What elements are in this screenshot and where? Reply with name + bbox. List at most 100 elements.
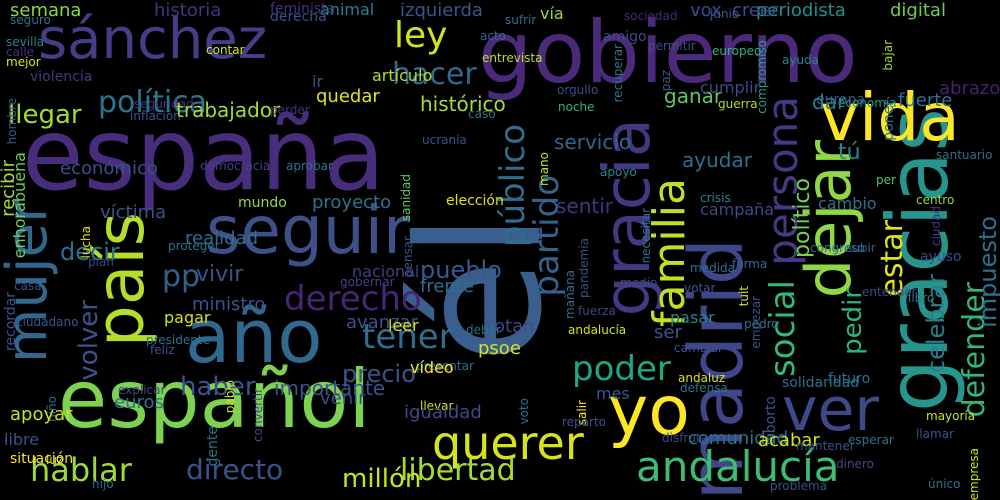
word-ir: ir xyxy=(312,72,324,91)
word-ano: año xyxy=(185,294,323,380)
word-abrazo: abrazo xyxy=(939,78,1000,99)
word-precio: precio xyxy=(342,360,416,388)
word-publico: público xyxy=(493,124,533,248)
word-situacion: situación xyxy=(10,451,74,467)
word-decir: decir xyxy=(60,238,120,266)
word-sanchez: sánchez xyxy=(38,7,268,72)
word-servicio: servicio xyxy=(554,130,632,154)
word-ganar: ganar xyxy=(664,84,723,108)
word-ciudad: ciudad xyxy=(929,206,943,247)
word-disfrutar: disfrutar xyxy=(662,431,713,445)
word-perder: perder xyxy=(270,103,310,117)
word-economico: económico xyxy=(60,158,158,179)
word-mayoria: mayoría xyxy=(926,409,976,423)
word-presentar: presentar xyxy=(416,359,474,373)
word-caso: caso xyxy=(468,107,496,121)
word-impuesto: impuesto xyxy=(974,216,1000,328)
word-plan: plan xyxy=(88,255,114,269)
word-mejor: mejor xyxy=(6,55,41,69)
word-hombre: hombre xyxy=(5,98,19,145)
word-espana: españa xyxy=(22,96,386,213)
word-cumplir: cumplir xyxy=(700,78,761,97)
word-votar: votar xyxy=(684,281,716,295)
word-crisis: crisis xyxy=(700,191,731,205)
word-problema: problema xyxy=(770,479,828,493)
word-europeo: europeo xyxy=(712,44,762,58)
word-empresa: empresa xyxy=(967,448,981,500)
word-proteger: proteger xyxy=(168,239,220,253)
word-seguir: seguir xyxy=(206,192,411,269)
word-feminista: feminista xyxy=(270,1,336,17)
word-ayuda: ayuda xyxy=(782,53,820,67)
word-presidente: presidente xyxy=(146,333,210,347)
word-gente: gente xyxy=(205,426,221,467)
word-periodista: periodista xyxy=(756,0,846,21)
word-reparto: reparto xyxy=(562,415,607,429)
word-congreso: congreso xyxy=(810,241,865,255)
word-inflacion: inflación xyxy=(130,109,181,123)
word-democracia: democracia xyxy=(200,159,271,173)
word-llegar: llegar xyxy=(8,100,82,130)
word-ser: ser xyxy=(654,322,682,343)
word-vivir: vivir xyxy=(196,262,244,287)
word-via: vía xyxy=(540,4,564,23)
word-voto: voto xyxy=(517,398,531,425)
word-psoe: psoe xyxy=(478,338,521,359)
word-gobernar: gobernar xyxy=(340,275,395,289)
word-quedar: quedar xyxy=(316,86,380,107)
word-fuerza: fuerza xyxy=(578,304,616,318)
word-cambio: cambio xyxy=(818,194,877,213)
word-pedro: pedro xyxy=(744,317,779,331)
word-acto: acto xyxy=(480,29,506,43)
word-orgullo: orgullo xyxy=(557,83,599,97)
word-nacional: nacional xyxy=(352,262,420,281)
word-pasar: pasar xyxy=(670,308,715,327)
word-contar: contar xyxy=(206,43,245,57)
word-deber: deber xyxy=(466,323,501,337)
word-mundo: mundo xyxy=(238,195,287,211)
word-apoyar: apoyar xyxy=(10,404,73,425)
word-apoyo: apoyo xyxy=(600,165,637,179)
word-sociedad: sociedad xyxy=(624,9,678,23)
word-dinero: dinero xyxy=(836,457,874,471)
word-realidad: realidad xyxy=(185,228,258,249)
word-per: per xyxy=(876,173,896,187)
word-casa: casa xyxy=(14,279,42,293)
word-sentir: sentir xyxy=(556,194,614,218)
word-economia: economía xyxy=(838,96,897,110)
word-articulo: artículo xyxy=(372,66,433,85)
word-pandemia: pandemia xyxy=(577,238,591,298)
word-comunidad: comunidad xyxy=(688,428,789,449)
word-historia: historia xyxy=(154,0,222,21)
word-proyecto: proyecto xyxy=(312,192,392,213)
word-libertad: libertad xyxy=(400,453,516,488)
word-pablo: pablo xyxy=(223,380,237,414)
word-andalucia: andalucía xyxy=(636,442,840,491)
word-avanzar: avanzar xyxy=(346,312,418,333)
word-euros: euros xyxy=(114,392,164,413)
word-victima: víctima xyxy=(100,202,167,223)
word-ver: ver xyxy=(782,375,880,445)
word-cambiar: cambiar xyxy=(674,341,723,355)
word-fuerte: fuerte xyxy=(898,90,953,111)
word-luz: luz xyxy=(46,453,64,467)
word-vida: vida xyxy=(820,79,960,156)
word-ayuso: ayuso xyxy=(920,249,962,265)
word-directo: directo xyxy=(186,453,284,486)
word-compromiso: compromiso xyxy=(755,40,769,114)
word-sufrir: sufrir xyxy=(505,13,537,27)
word-espanol: español xyxy=(58,353,371,446)
word-hijo: hijo xyxy=(92,477,114,491)
word-hablar: hablar xyxy=(30,451,132,489)
word-creer: creer xyxy=(732,0,779,21)
word-libro: libro xyxy=(908,291,935,305)
word-yo: yo xyxy=(608,372,690,451)
word-familia: familia xyxy=(644,178,695,327)
word-haber: haber xyxy=(180,372,256,402)
word-izquierda: izquierda xyxy=(400,0,483,21)
word-forma: forma xyxy=(732,257,768,271)
word-enhorabuena: enhorabuena xyxy=(10,152,29,259)
word-mantener: mantener xyxy=(796,439,855,453)
word-esperar: esperar xyxy=(848,433,894,447)
